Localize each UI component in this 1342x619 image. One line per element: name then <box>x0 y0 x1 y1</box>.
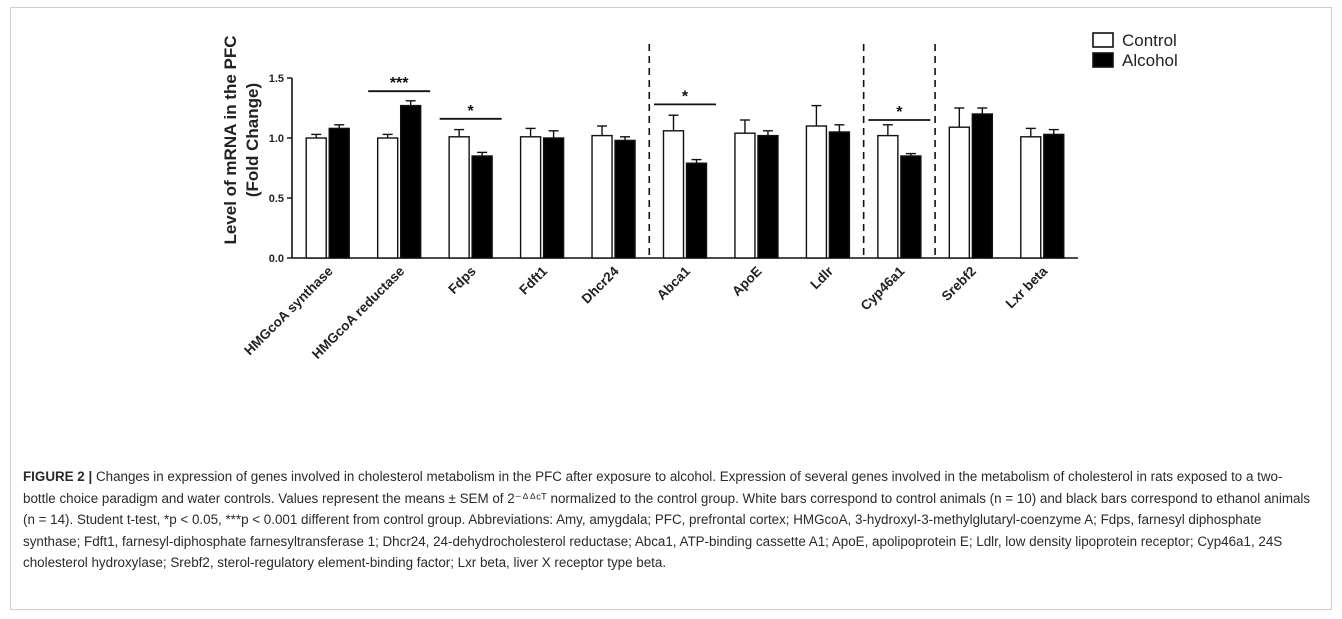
y-axis-label-line2: (Fold Change) <box>243 83 262 197</box>
category-label: Fdps <box>445 264 478 297</box>
bars <box>305 100 1065 259</box>
category-label: Abca1 <box>654 263 694 303</box>
bar-chart: Level of mRNA in the PFC (Fold Change) 0… <box>221 31 1178 362</box>
category-label: Ldlr <box>807 263 836 292</box>
category-label: Srebf2 <box>939 264 979 304</box>
legend-label: Alcohol <box>1122 51 1178 70</box>
legend-swatch <box>1092 32 1114 48</box>
control-bar <box>734 132 756 259</box>
significance-marker: *** <box>390 75 409 92</box>
control-bar <box>1020 136 1042 259</box>
caption-lead: FIGURE 2 | <box>23 469 93 484</box>
significance-marker: * <box>682 88 689 105</box>
alcohol-bar <box>399 104 422 259</box>
caption-text: Changes in expression of genes involved … <box>23 469 1311 570</box>
alcohol-bar <box>828 131 851 259</box>
y-tick-label: 0.5 <box>269 193 284 205</box>
significance-annotations: ****** <box>368 75 931 121</box>
axes: 0.0 0.5 1.0 1.5 <box>269 44 1078 265</box>
alcohol-bar <box>471 155 493 259</box>
figure-frame <box>10 7 1332 610</box>
category-label: Dhcr24 <box>579 263 622 306</box>
y-axis-label-line1: Level of mRNA in the PFC <box>221 35 240 244</box>
control-bar <box>948 126 971 259</box>
significance-marker: * <box>468 103 475 120</box>
alcohol-bar <box>757 134 779 259</box>
legend-swatch <box>1092 52 1114 68</box>
control-bar <box>305 137 327 259</box>
control-bar <box>591 134 613 259</box>
control-bar <box>376 137 399 259</box>
y-tick-label: 0.0 <box>269 253 284 265</box>
category-label: Cyp46a1 <box>858 263 908 313</box>
alcohol-bar <box>971 113 994 259</box>
control-bar <box>519 136 542 259</box>
legend-label: Control <box>1122 31 1177 50</box>
alcohol-bar <box>900 155 922 259</box>
alcohol-bar <box>614 139 636 259</box>
y-tick-label: 1.0 <box>269 133 284 145</box>
control-bar <box>662 130 685 259</box>
category-label: ApoE <box>729 264 765 300</box>
control-bar <box>877 134 899 259</box>
alcohol-bar <box>685 162 708 259</box>
category-label: Fdft1 <box>516 263 550 297</box>
alcohol-bar <box>328 127 350 259</box>
alcohol-bar <box>542 137 565 259</box>
y-tick-label: 1.5 <box>269 73 284 85</box>
control-bar <box>448 136 470 259</box>
category-label: Lxr beta <box>1003 263 1051 311</box>
control-bar <box>805 125 828 259</box>
significance-marker: * <box>896 104 903 121</box>
figure-caption: FIGURE 2 | Changes in expression of gene… <box>23 466 1313 574</box>
alcohol-bar <box>1043 133 1065 259</box>
y-axis-title: Level of mRNA in the PFC (Fold Change) <box>221 35 262 244</box>
